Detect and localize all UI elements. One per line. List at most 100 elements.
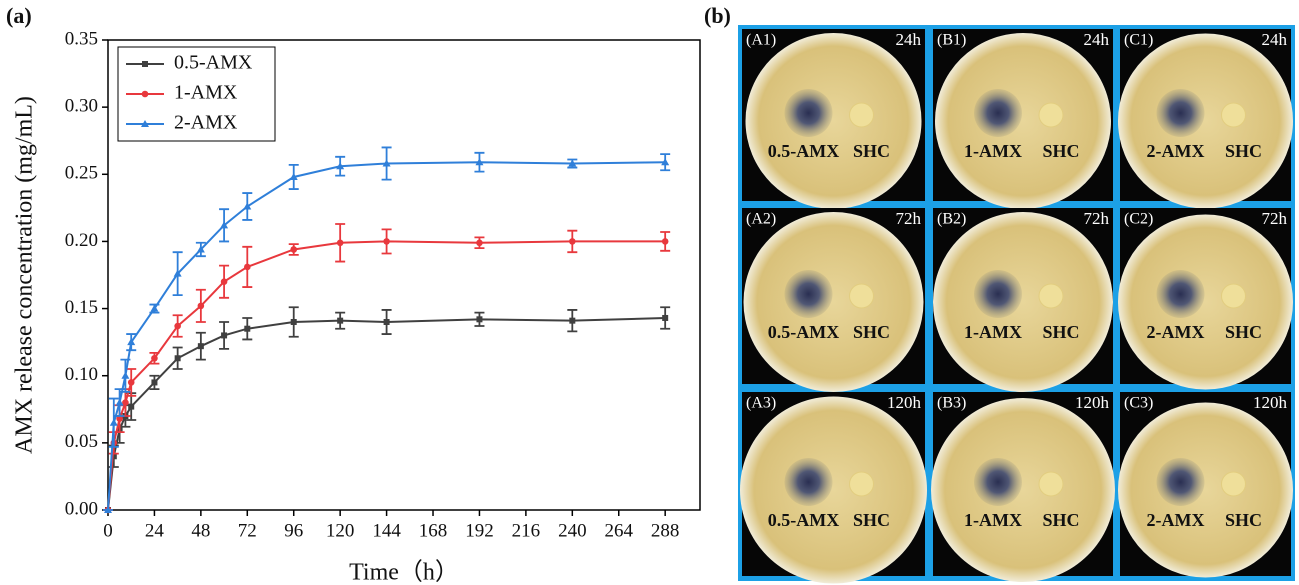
petri-dish bbox=[1118, 215, 1293, 390]
data-point bbox=[221, 278, 228, 285]
plate-id: (C2) bbox=[1124, 211, 1153, 228]
data-point bbox=[337, 239, 344, 246]
legend-label: 1-AMX bbox=[174, 82, 238, 104]
plate-id: (C1) bbox=[1124, 32, 1153, 49]
legend-label: 0.5-AMX bbox=[174, 52, 253, 74]
plate-id: (A3) bbox=[746, 395, 776, 412]
plate-id: (B3) bbox=[937, 395, 966, 412]
figure: (a) (b) 0.00 0.05 0.10 0.15 0.20 0.25 0.30 0.35… bbox=[0, 0, 1299, 585]
plate-sample-label: 1-AMX bbox=[964, 510, 1022, 530]
plate-id: (A2) bbox=[746, 211, 776, 228]
x-tick-label: 0 bbox=[103, 520, 113, 541]
plate-sample-label: 2-AMX bbox=[1147, 510, 1205, 530]
data-point bbox=[476, 239, 483, 246]
plate-time: 120h bbox=[1075, 393, 1110, 412]
data-point bbox=[151, 355, 158, 362]
inhibition-zone bbox=[974, 89, 1022, 137]
shc-sample bbox=[850, 472, 874, 496]
y-tick-label: 0.10 bbox=[65, 364, 98, 385]
data-point bbox=[337, 318, 343, 324]
plate-sample-label: 0.5-AMX bbox=[768, 141, 839, 161]
data-point bbox=[128, 404, 134, 410]
data-point bbox=[175, 355, 181, 361]
x-tick-label: 240 bbox=[558, 520, 587, 541]
plate-control-label: SHC bbox=[853, 141, 890, 161]
inhibition-zone bbox=[974, 458, 1022, 506]
series-line bbox=[108, 162, 665, 510]
y-tick-label: 0.00 bbox=[65, 498, 98, 519]
panel-label: (a) bbox=[6, 3, 32, 28]
data-point bbox=[244, 326, 250, 332]
plate-time: 24h bbox=[1084, 30, 1110, 49]
plate-id: (A1) bbox=[746, 32, 776, 49]
plate-control-label: SHC bbox=[1225, 322, 1262, 342]
x-tick-label: 120 bbox=[326, 520, 355, 541]
panel-label: (b) bbox=[704, 3, 731, 28]
data-point bbox=[142, 91, 149, 98]
plate-control-label: SHC bbox=[853, 510, 890, 530]
data-point bbox=[383, 238, 390, 245]
inhibition-zone bbox=[1157, 458, 1205, 506]
data-point bbox=[662, 238, 669, 245]
plate-time: 72h bbox=[1084, 209, 1110, 228]
petri-dish bbox=[931, 398, 1115, 582]
plate-control-label: SHC bbox=[1042, 141, 1079, 161]
y-tick-label: 0.05 bbox=[65, 431, 98, 452]
x-tick-label: 48 bbox=[191, 520, 210, 541]
plate-time: 72h bbox=[1262, 209, 1288, 228]
data-point bbox=[569, 318, 575, 324]
inhibition-zone bbox=[785, 89, 833, 137]
data-point bbox=[290, 246, 297, 253]
data-point bbox=[128, 379, 135, 386]
x-tick-label: 216 bbox=[512, 520, 541, 541]
plate-sample-label: 1-AMX bbox=[964, 141, 1022, 161]
shc-sample bbox=[1039, 284, 1063, 308]
y-tick-label: 0.35 bbox=[65, 28, 98, 49]
petri-dish bbox=[740, 397, 927, 584]
data-point bbox=[151, 379, 157, 385]
inhibition-zone bbox=[785, 458, 833, 506]
data-point bbox=[244, 264, 251, 271]
petri-dish bbox=[1118, 403, 1293, 578]
plate-sample-label: 1-AMX bbox=[964, 322, 1022, 342]
shc-sample bbox=[1039, 103, 1063, 127]
shc-sample bbox=[1222, 103, 1246, 127]
y-tick-label: 0.15 bbox=[65, 297, 98, 318]
inhibition-zone bbox=[974, 270, 1022, 318]
data-point bbox=[384, 319, 390, 325]
data-point bbox=[569, 238, 576, 245]
shc-sample bbox=[850, 103, 874, 127]
x-tick-label: 168 bbox=[419, 520, 448, 541]
plate-id: (B1) bbox=[937, 32, 966, 49]
x-tick-label: 96 bbox=[284, 520, 303, 541]
plate-time: 72h bbox=[896, 209, 922, 228]
x-tick-label: 288 bbox=[651, 520, 680, 541]
plate-time: 120h bbox=[1253, 393, 1288, 412]
y-tick-label: 0.30 bbox=[65, 96, 98, 117]
data-point bbox=[291, 319, 297, 325]
plate-sample-label: 2-AMX bbox=[1147, 322, 1205, 342]
plate-control-label: SHC bbox=[1042, 322, 1079, 342]
plate-sample-label: 0.5-AMX bbox=[768, 510, 839, 530]
series-line bbox=[108, 318, 665, 510]
y-tick-label: 0.20 bbox=[65, 230, 98, 251]
data-point bbox=[476, 316, 482, 322]
x-axis-label: Time（h） bbox=[349, 560, 459, 585]
data-point bbox=[221, 332, 227, 338]
plate-time: 120h bbox=[887, 393, 922, 412]
x-tick-label: 144 bbox=[372, 520, 401, 541]
petri-dish bbox=[933, 212, 1113, 392]
plate-id: (C3) bbox=[1124, 395, 1153, 412]
data-point bbox=[198, 303, 205, 310]
y-axis-label: AMX release concentration (mg/mL) bbox=[12, 96, 38, 454]
inhibition-zone bbox=[1157, 89, 1205, 137]
plate-time: 24h bbox=[1262, 30, 1288, 49]
plate-id: (B2) bbox=[937, 211, 966, 228]
y-tick-label: 0.25 bbox=[65, 163, 98, 184]
shc-sample bbox=[1222, 472, 1246, 496]
plate-control-label: SHC bbox=[1042, 510, 1079, 530]
data-point bbox=[174, 323, 181, 330]
plate-control-label: SHC bbox=[1225, 141, 1262, 161]
plate-control-label: SHC bbox=[853, 322, 890, 342]
data-point bbox=[142, 61, 148, 67]
